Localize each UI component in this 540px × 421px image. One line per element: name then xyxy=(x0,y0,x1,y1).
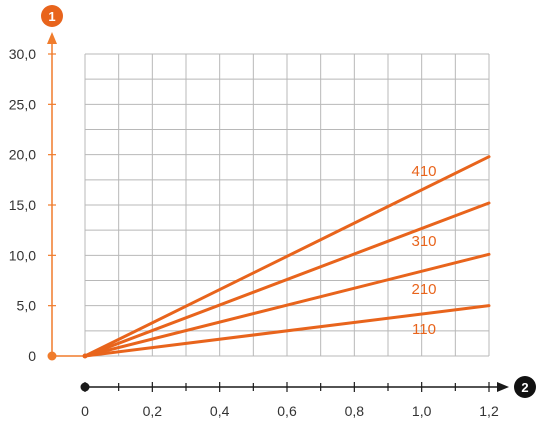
series-label-410: 410 xyxy=(411,163,436,180)
x-tick-label: 1,2 xyxy=(479,403,499,419)
x-tick-label: 0,2 xyxy=(143,403,163,419)
y-tick-label: 25,0 xyxy=(9,96,36,112)
series-line-410 xyxy=(83,155,491,358)
y-axis: 1 0 5,0 10,0 15,0 20,0 25,0 30,0 xyxy=(9,5,85,364)
series: 410 310 210 110 xyxy=(82,155,491,359)
series-origin-point xyxy=(82,353,88,359)
series-line-210 xyxy=(83,252,491,358)
x-tick-label: 0,6 xyxy=(277,403,297,419)
x-tick-label: 1,0 xyxy=(412,403,432,419)
grid xyxy=(84,53,490,357)
y-tick-label: 10,0 xyxy=(9,247,36,263)
series-line-310 xyxy=(83,201,491,358)
x-axis-badge xyxy=(514,376,536,398)
series-label-310: 310 xyxy=(411,233,436,250)
x-tick-label: 0,4 xyxy=(210,403,230,419)
y-tick-label: 5,0 xyxy=(17,298,37,314)
series-line-110 xyxy=(83,304,491,358)
series-label-210: 210 xyxy=(411,281,436,298)
x-axis-arrow-icon xyxy=(497,382,509,392)
x-tick-label: 0,8 xyxy=(345,403,365,419)
y-axis-badge-label: 1 xyxy=(48,9,55,24)
x-tick-label: 0 xyxy=(81,403,89,419)
y-tick-label: 20,0 xyxy=(9,147,36,163)
series-label-110: 110 xyxy=(412,321,436,338)
y-tick-label: 15,0 xyxy=(9,197,36,213)
y-tick-label: 30,0 xyxy=(9,46,36,62)
x-axis-badge-label: 2 xyxy=(521,380,528,395)
y-tick-label: 0 xyxy=(28,348,36,364)
y-axis-badge xyxy=(41,5,63,27)
x-axis: 2 0 0,2 0,4 0,6 0,8 1,0 1,2 xyxy=(80,376,536,419)
y-axis-arrow-icon xyxy=(47,32,57,44)
